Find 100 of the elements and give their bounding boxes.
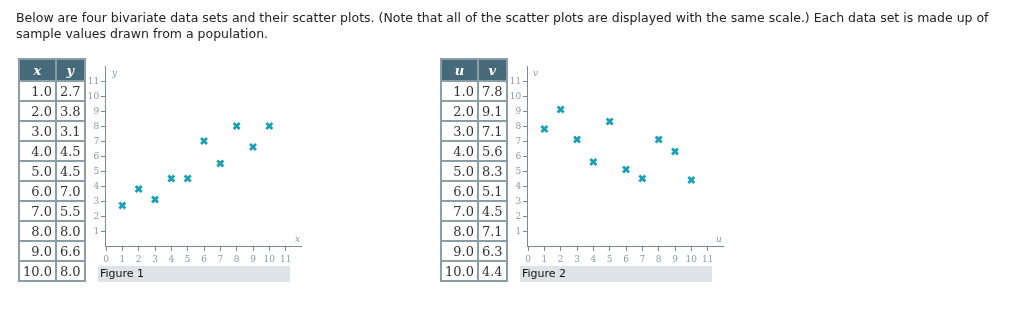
point [183,174,192,183]
y-tick-label: 3 [93,196,100,207]
y-tick-label: 1 [515,226,522,237]
text: 4.4 [477,261,507,281]
x-tick-label: 1 [541,253,548,264]
text: 4.0 [19,141,56,161]
point [605,117,614,126]
text: 4.0 [441,141,478,161]
y-tick-label: 2 [93,211,100,222]
point [671,147,679,156]
x-tick-label: 9 [250,253,257,264]
x-tick-label: 4 [590,253,597,264]
text: 8.3 [477,161,507,181]
text: 3.0 [441,121,478,141]
text: 8.0 [441,221,478,241]
point [232,122,241,130]
text: 8.0 [19,221,56,241]
text: y [66,62,75,78]
x-tick-label: 11 [701,253,714,264]
point [540,125,549,133]
text: 9.0 [441,241,478,261]
y-tick-label: 9 [515,106,522,117]
x-tick-label: 11 [279,253,292,264]
text: 5.0 [441,161,478,181]
y-tick-label: 5 [93,166,100,177]
text: 1.0 [19,81,56,101]
text: 6.0 [19,181,56,201]
point [589,158,598,166]
text: 2.0 [441,101,478,121]
y-tick-label: 4 [515,181,522,192]
text: 9.0 [19,241,56,261]
y-tick-label: 8 [515,121,522,132]
x-tick-label: 8 [655,253,662,264]
text: 7.0 [55,181,85,201]
x-tick-label: 4 [168,253,175,264]
caption: Figure 2 [520,266,712,282]
x-tick-label: 2 [135,253,142,264]
y-tick-label: 4 [93,181,100,192]
x-tick-label: 7 [217,253,224,264]
text: 4.5 [477,201,507,221]
x-tick-label: 6 [623,253,630,264]
text: x [33,62,42,78]
x-tick-label: 8 [233,253,240,264]
point [216,159,225,168]
caption: Figure 1 [98,266,290,282]
x-tick-label: 2 [557,253,564,264]
text: 7.1 [477,221,507,241]
text: 2.0 [19,101,56,121]
x-tick-label: 6 [201,253,208,264]
y-tick-label: 1 [93,226,100,237]
text: Below are four bivariate data sets and their scatter plots. (Note that all of the scatter plots are displayed with the same scale.) Each data set is made up of sample values drawn from a population. [16,10,990,42]
y-axis-title: y [111,68,118,78]
point [265,122,274,130]
text: v [488,62,497,78]
y-tick-label: 10 [87,91,100,102]
y-tick-label: 10 [509,91,522,102]
point [654,135,663,144]
point [118,201,127,210]
x-tick-label: 1 [119,253,126,264]
point [638,174,647,183]
text: 10.0 [441,261,478,281]
x-axis-title: x [295,234,301,244]
text: 9.1 [477,101,507,121]
x-tick-label: 10 [263,253,276,264]
text: 3.8 [55,101,85,121]
text: 3.0 [19,121,56,141]
point [167,174,176,183]
point [622,165,630,174]
text: 7.0 [441,201,478,221]
y-tick-label: 5 [515,166,522,177]
x-tick-label: 5 [184,253,191,264]
point [687,176,696,184]
y-tick-label: 11 [87,76,100,87]
y-tick-label: 8 [93,121,100,132]
x-tick-label: 3 [152,253,159,264]
x-tick-label: 5 [606,253,613,264]
point [573,135,581,144]
text: 5.0 [19,161,56,181]
x-tick-label: 9 [672,253,679,264]
text: 5.1 [477,181,507,201]
x-axis-title: u [716,234,722,244]
y-tick-label: 2 [515,211,522,222]
y-tick-label: 11 [509,76,522,87]
text: 2.7 [55,81,85,101]
y-axis-title: v [533,68,539,78]
y-tick-label: 7 [93,136,100,147]
text: 5.6 [477,141,507,161]
x-tick-label: 3 [574,253,581,264]
text: 5.5 [55,201,85,221]
y-tick-label: 7 [515,136,522,147]
text: u [454,62,465,78]
x-tick-label: 7 [639,253,646,264]
text: 4.5 [55,141,85,161]
text: 7.1 [477,121,507,141]
text: 8.0 [55,261,85,281]
y-tick-label: 6 [515,151,522,162]
x-tick-label: 10 [685,253,698,264]
text: 8.0 [55,221,85,241]
y-tick-label: 3 [515,196,522,207]
point [556,105,565,114]
